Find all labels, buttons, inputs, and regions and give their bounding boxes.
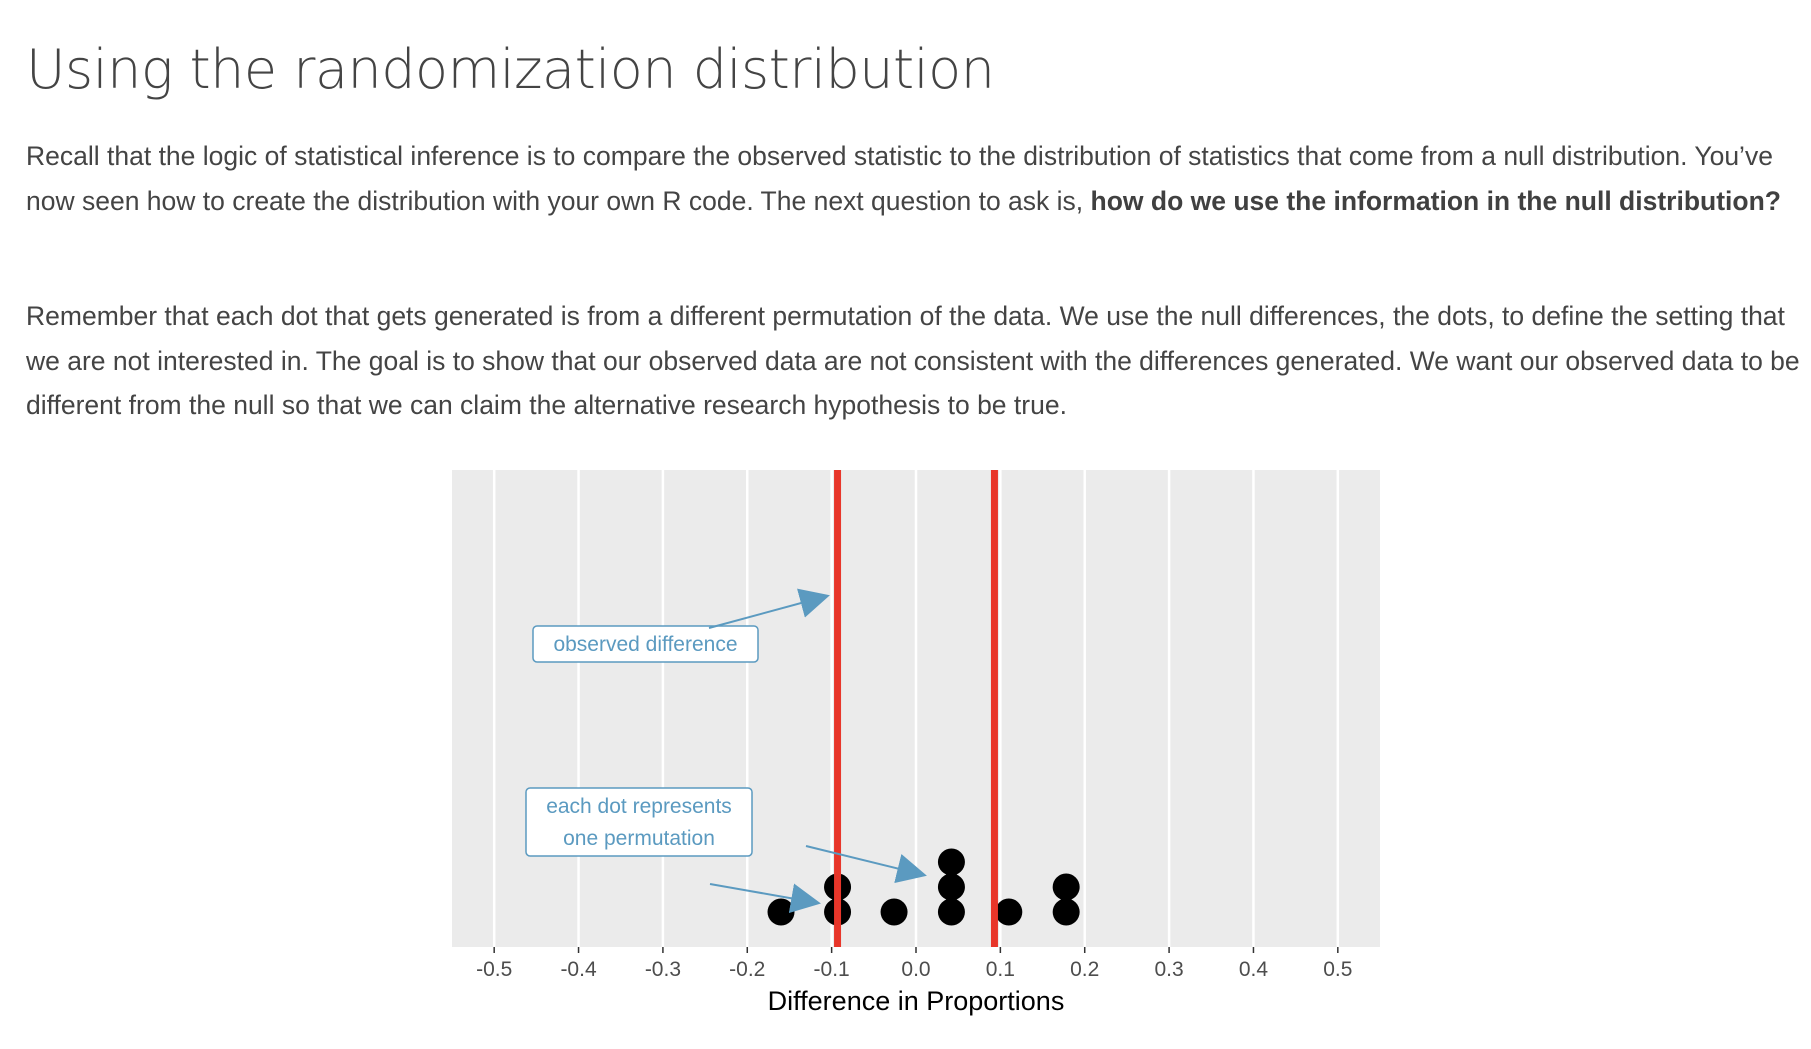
x-tick-label: 0.4 [1239, 958, 1269, 981]
x-axis-ticks: -0.5 -0.4 -0.3 -0.2 -0.1 0.0 0.1 0.2 0.3 0.4 0.5 [476, 947, 1352, 981]
annotation-text: observed difference [553, 633, 737, 656]
x-tick-label: -0.5 [476, 958, 512, 981]
permutation-dot [937, 848, 965, 876]
annotation-text: each dot represents one permutation [546, 795, 732, 850]
explanation-paragraph: Remember that each dot that gets generat… [26, 301, 1800, 420]
x-tick-label: 0.0 [901, 958, 930, 981]
annotation-text-line: one permutation [563, 827, 715, 850]
permutation-dot [995, 898, 1023, 926]
permutation-dot [1052, 873, 1080, 901]
grid-lines [492, 470, 1340, 947]
permutation-dot [767, 898, 795, 926]
x-tick-label: 0.1 [986, 958, 1015, 981]
x-tick-label: -0.4 [560, 958, 597, 981]
page-title: Using the randomization distribution [26, 38, 995, 101]
annotation-arrow [709, 883, 821, 914]
annotation-arrow [805, 845, 927, 884]
x-tick-label: 0.3 [1154, 958, 1183, 981]
x-tick-label: 0.2 [1070, 958, 1099, 981]
annotations: observed difference each dot represents on… [525, 588, 927, 914]
permutation-dot [937, 873, 965, 901]
annotation-arrow [708, 588, 830, 629]
x-tick-label: -0.3 [645, 958, 681, 981]
intro-paragraph-bold-question: how do we use the information in the nul… [1090, 185, 1781, 216]
x-axis-label: Difference in Proportions [768, 986, 1065, 1016]
x-tick-label: -0.1 [814, 958, 850, 981]
annotation-label: observed difference [532, 625, 759, 663]
permutation-dot [880, 898, 908, 926]
x-tick-label: 0.5 [1323, 958, 1352, 981]
intro-paragraph: Recall that the logic of statistical inf… [26, 134, 1806, 223]
annotation-box [532, 625, 759, 663]
annotation-text-line: observed difference [553, 633, 737, 656]
permutation-dot [1052, 898, 1080, 926]
permutation-dot [937, 898, 965, 926]
intro-paragraph-text: Recall that the logic of statistical inf… [26, 141, 1773, 216]
annotation-text-line: each dot represents [546, 795, 732, 818]
annotation-box [525, 787, 753, 857]
observed-lines [834, 470, 998, 947]
x-tick-label: -0.2 [729, 958, 765, 981]
annotation-label: each dot represents one permutation [525, 787, 753, 857]
dots-layer [767, 848, 1080, 926]
